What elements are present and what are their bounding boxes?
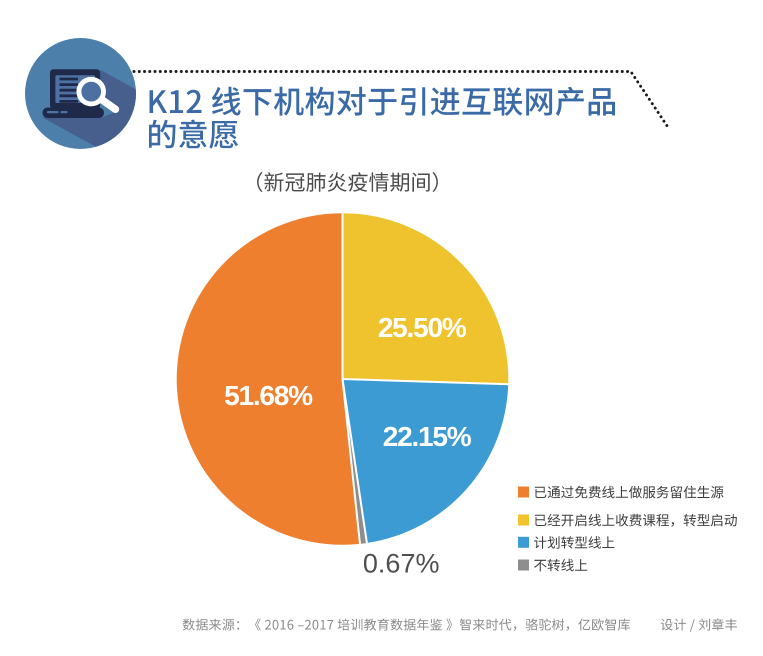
svg-text:51.68%: 51.68% — [224, 380, 313, 411]
svg-text:0.67%: 0.67% — [363, 549, 440, 579]
svg-text:22.15%: 22.15% — [383, 421, 472, 452]
svg-text:25.50%: 25.50% — [378, 312, 467, 343]
